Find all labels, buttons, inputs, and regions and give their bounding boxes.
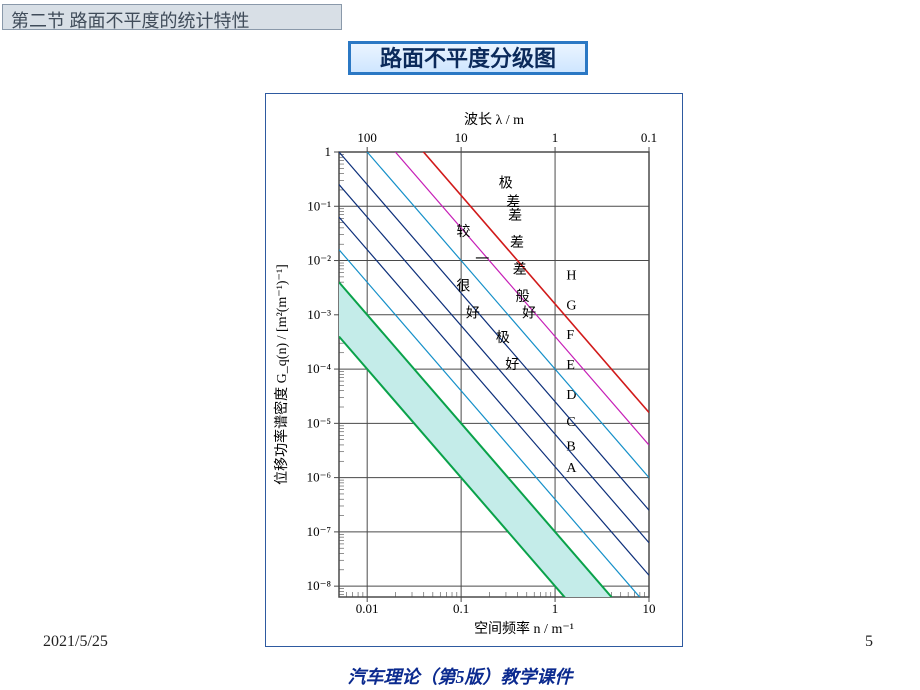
svg-text:10⁻⁵: 10⁻⁵: [307, 415, 331, 430]
svg-text:好: 好: [522, 306, 536, 322]
svg-text:100: 100: [357, 130, 377, 145]
svg-text:0.1: 0.1: [453, 601, 469, 616]
svg-text:A: A: [566, 461, 577, 476]
svg-text:差: 差: [513, 262, 527, 278]
svg-text:空间频率 n / m⁻¹: 空间频率 n / m⁻¹: [474, 620, 574, 637]
chart-title: 路面不平度分级图: [348, 41, 588, 75]
svg-text:F: F: [566, 328, 574, 343]
footer-page: 5: [865, 633, 873, 651]
svg-text:1: 1: [552, 130, 559, 145]
svg-text:差: 差: [506, 194, 520, 210]
svg-text:10⁻³: 10⁻³: [307, 307, 331, 322]
svg-text:10⁻⁴: 10⁻⁴: [307, 361, 332, 376]
svg-text:1: 1: [325, 144, 332, 159]
svg-text:波长 λ / m: 波长 λ / m: [464, 112, 524, 128]
slide: 第二节 路面不平度的统计特性 路面不平度分级图 ABCDEFGH极好很好好一般较…: [0, 0, 920, 690]
svg-text:0.1: 0.1: [641, 130, 657, 145]
footer-caption: 汽车理论（第5版）教学课件: [0, 663, 920, 689]
svg-text:极: 极: [496, 330, 510, 346]
svg-text:差: 差: [510, 235, 524, 251]
svg-text:G: G: [566, 298, 576, 313]
svg-text:好: 好: [466, 306, 480, 322]
svg-text:10⁻¹: 10⁻¹: [307, 198, 331, 213]
svg-text:10⁻⁸: 10⁻⁸: [307, 578, 332, 593]
svg-text:10⁻²: 10⁻²: [307, 253, 331, 268]
svg-text:H: H: [566, 269, 576, 284]
svg-text:较: 较: [456, 224, 470, 240]
svg-text:般: 般: [516, 289, 530, 305]
svg-text:E: E: [566, 358, 575, 373]
svg-text:10⁻⁷: 10⁻⁷: [307, 524, 331, 539]
svg-text:10: 10: [455, 130, 468, 145]
chart-svg: ABCDEFGH极好很好好一般较差差差极差0.010.1110空间频率 n / …: [266, 94, 684, 648]
svg-text:1: 1: [552, 601, 559, 616]
chart-panel: ABCDEFGH极好很好好一般较差差差极差0.010.1110空间频率 n / …: [265, 93, 683, 647]
section-header: 第二节 路面不平度的统计特性: [2, 4, 342, 30]
svg-text:很: 很: [456, 278, 470, 294]
svg-text:极: 极: [499, 175, 513, 191]
svg-text:一: 一: [475, 252, 489, 267]
svg-text:好: 好: [505, 357, 519, 373]
svg-text:10⁻⁶: 10⁻⁶: [307, 470, 331, 485]
svg-text:位移功率谱密度 G_q(n) / [m²(m⁻¹)⁻¹]: 位移功率谱密度 G_q(n) / [m²(m⁻¹)⁻¹]: [273, 264, 290, 485]
svg-text:0.01: 0.01: [356, 601, 379, 616]
footer-date: 2021/5/25: [43, 633, 108, 651]
svg-text:10: 10: [643, 601, 656, 616]
svg-text:D: D: [566, 388, 576, 403]
svg-text:C: C: [566, 415, 575, 430]
